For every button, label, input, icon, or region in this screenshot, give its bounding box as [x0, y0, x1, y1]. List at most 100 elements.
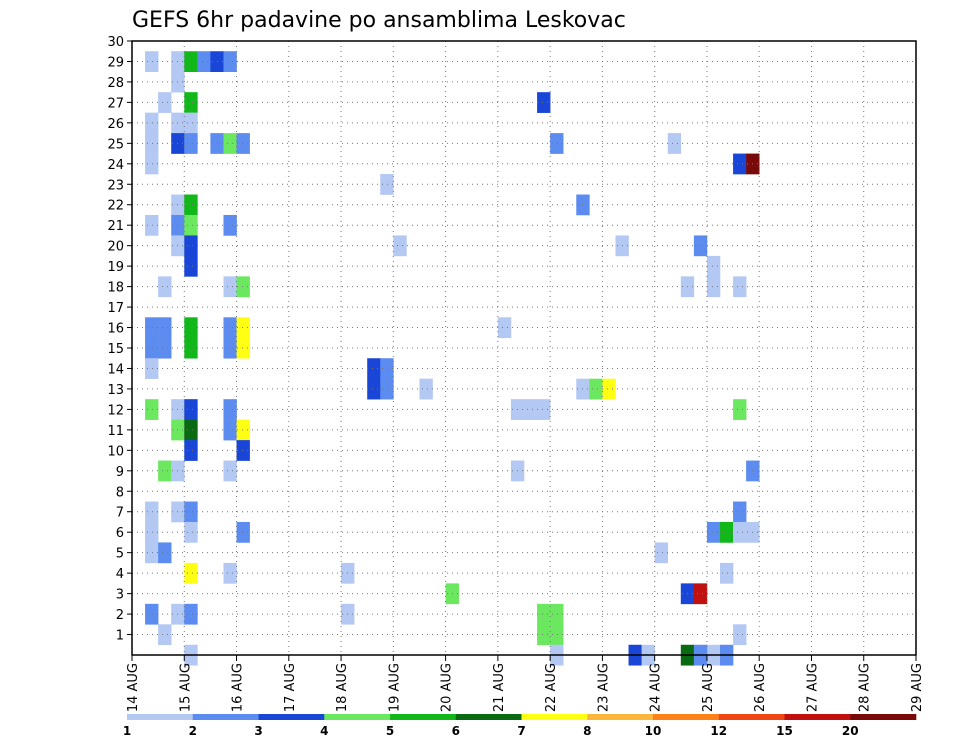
heatmap-cell: [145, 317, 159, 339]
cells-layer: [145, 51, 760, 666]
x-tick-label: 18 AUG: [335, 663, 350, 712]
heatmap-cell: [158, 542, 172, 564]
heatmap-cell: [223, 317, 237, 339]
y-tick-label: 24: [107, 158, 124, 173]
heatmap-cell: [184, 399, 198, 420]
heatmap-cell: [184, 194, 198, 216]
heatmap-cell: [537, 624, 551, 646]
legend-label: 20: [842, 724, 859, 738]
heatmap-cell: [184, 440, 198, 461]
heatmap-cell: [654, 542, 669, 564]
heatmap-cell: [158, 317, 172, 339]
heatmap-cell: [184, 521, 198, 543]
x-tick-label: 19 AUG: [387, 663, 402, 712]
heatmap-cell: [236, 317, 250, 339]
x-tick-label: 25 AUG: [701, 663, 716, 712]
heatmap-cell: [706, 255, 721, 277]
x-tick-label: 20 AUG: [440, 663, 455, 712]
legend-label: 4: [320, 724, 328, 738]
legend-label: 2: [189, 724, 197, 738]
heatmap-cell: [184, 133, 198, 154]
heatmap-cell: [223, 460, 237, 482]
y-tick-label: 27: [107, 96, 124, 111]
y-tick-label: 28: [107, 76, 124, 91]
heatmap-cell: [184, 92, 198, 113]
y-tick-label: 6: [116, 526, 124, 541]
y-tick-label: 4: [116, 567, 124, 582]
heatmap-cell: [733, 276, 747, 298]
y-tick-label: 18: [107, 281, 124, 296]
x-tick-label: 22 AUG: [544, 663, 559, 712]
heatmap-cell: [184, 562, 198, 584]
heatmap-cell: [537, 92, 551, 113]
legend-label: 12: [710, 724, 727, 738]
heatmap-cell: [223, 337, 237, 359]
heatmap-cell: [223, 51, 237, 72]
legend-swatch: [324, 714, 391, 720]
heatmap-cell: [184, 112, 198, 134]
heatmap-cell: [184, 235, 198, 257]
heatmap-cell: [223, 399, 237, 420]
y-tick-label: 10: [107, 444, 124, 459]
heatmap-cell: [667, 133, 682, 154]
x-tick-label: 21 AUG: [492, 663, 507, 712]
x-tick-label: 27 AUG: [805, 663, 820, 712]
y-tick-label: 20: [107, 240, 124, 255]
legend-label: 8: [583, 724, 591, 738]
heatmap-cell: [184, 255, 198, 277]
heatmap-cell: [524, 399, 538, 420]
legend-swatch: [455, 714, 522, 720]
y-tick-label: 12: [107, 403, 124, 418]
y-tick-label: 22: [107, 199, 124, 214]
y-tick-label: 9: [116, 465, 124, 480]
heatmap-cell: [693, 583, 708, 605]
x-tick-label: 23 AUG: [596, 663, 611, 712]
y-tick-label: 5: [116, 547, 124, 562]
heatmap-cell: [733, 624, 747, 646]
y-tick-label: 30: [107, 35, 124, 50]
heatmap-cell: [145, 153, 159, 175]
y-tick-label: 16: [107, 322, 124, 337]
y-tick-label: 17: [107, 301, 124, 316]
heatmap-cell: [550, 603, 564, 625]
y-axis: 1234567891011121314151617181920212223242…: [107, 35, 132, 644]
legend-swatch: [850, 714, 917, 720]
legend-label: 7: [517, 724, 525, 738]
x-tick-label: 16 AUG: [231, 663, 246, 712]
x-tick-label: 17 AUG: [283, 663, 298, 712]
heatmap-cell: [158, 276, 172, 298]
heatmap-cell: [367, 378, 381, 400]
heatmap-cell: [693, 235, 708, 257]
heatmap-cell: [223, 562, 237, 584]
legend-label: 10: [645, 724, 662, 738]
heatmap-cell: [145, 521, 159, 543]
heatmap-cell: [380, 358, 394, 379]
heatmap-cell: [223, 419, 237, 441]
legend-label: 3: [254, 724, 262, 738]
heatmap-cell: [393, 235, 407, 257]
legend-swatch: [587, 714, 654, 720]
heatmap-cell: [602, 378, 616, 400]
legend-swatch: [521, 714, 588, 720]
heatmap-cell: [733, 521, 747, 543]
heatmap-cell: [145, 603, 159, 625]
heatmap-cell: [236, 337, 250, 359]
y-tick-label: 15: [107, 342, 124, 357]
y-tick-label: 2: [116, 608, 124, 623]
heatmap-cell: [184, 214, 198, 236]
heatmap-cell: [236, 419, 250, 441]
legend-swatch: [127, 714, 194, 720]
heatmap-cell: [537, 399, 551, 420]
heatmap-cell: [158, 460, 172, 482]
heatmap-cell: [419, 378, 433, 400]
heatmap-cell: [720, 521, 734, 543]
x-tick-label: 28 AUG: [858, 663, 873, 712]
y-tick-label: 8: [116, 485, 124, 500]
heatmap-cell: [145, 51, 159, 72]
heatmap-cell: [184, 603, 198, 625]
y-tick-label: 11: [107, 424, 124, 439]
heatmap-cell: [184, 501, 198, 523]
heatmap-cell: [380, 378, 394, 400]
legend: 1 2 3 4 5 6 7 8 10 12 15 20: [123, 714, 917, 738]
